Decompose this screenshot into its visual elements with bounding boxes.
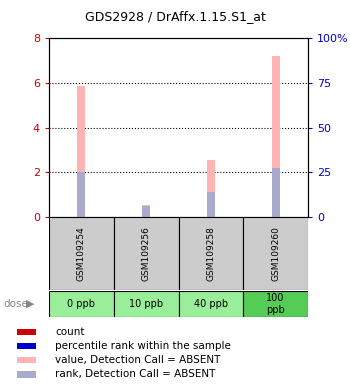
Bar [114,291,178,317]
Text: GSM109260: GSM109260 [271,226,280,281]
Text: ▶: ▶ [26,299,35,309]
Bar [77,172,85,217]
Text: percentile rank within the sample: percentile rank within the sample [55,341,231,351]
Bar [17,357,36,363]
Bar [272,56,280,217]
Text: value, Detection Call = ABSENT: value, Detection Call = ABSENT [55,355,220,365]
Bar [142,205,150,217]
Text: GSM109256: GSM109256 [142,226,150,281]
Text: 0 ppb: 0 ppb [67,299,95,309]
Bar [178,291,243,317]
Text: rank, Detection Call = ABSENT: rank, Detection Call = ABSENT [55,369,215,379]
Text: GDS2928 / DrAffx.1.15.S1_at: GDS2928 / DrAffx.1.15.S1_at [85,10,265,23]
Bar [17,343,36,349]
Text: count: count [55,327,84,337]
Bar [243,217,308,290]
Bar [49,291,114,317]
Bar [207,160,215,217]
Bar [243,291,308,317]
Bar [114,217,178,290]
Text: 10 ppb: 10 ppb [129,299,163,309]
Text: GSM109258: GSM109258 [206,226,215,281]
Bar [17,329,36,335]
Bar [77,86,85,217]
Bar [272,168,280,217]
Bar [178,217,243,290]
Bar [142,206,150,217]
Bar [207,192,215,217]
Text: dose: dose [4,299,28,309]
Text: GSM109254: GSM109254 [77,226,86,281]
Text: 100
ppb: 100 ppb [266,293,285,314]
Bar [49,217,114,290]
Text: 40 ppb: 40 ppb [194,299,228,309]
Bar [17,371,36,378]
